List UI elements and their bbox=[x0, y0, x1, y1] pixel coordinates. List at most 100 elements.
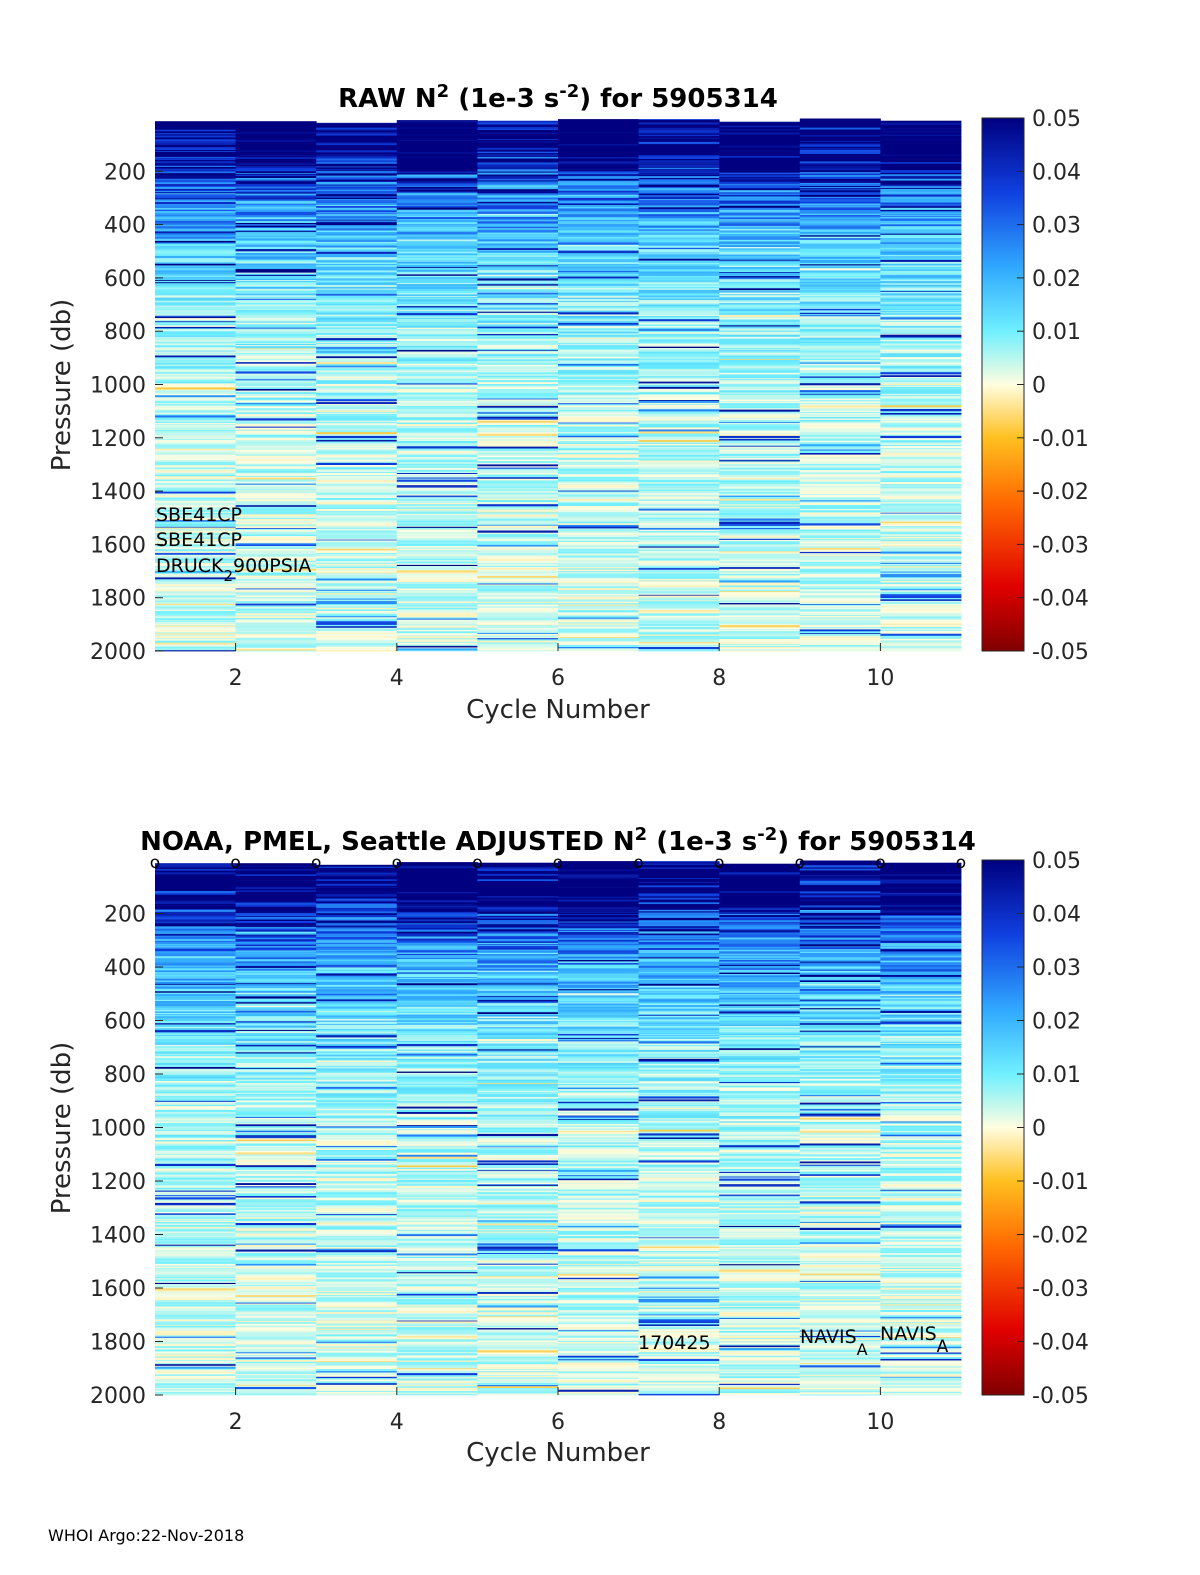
n2-cell bbox=[155, 1053, 236, 1055]
n2-cell bbox=[155, 369, 236, 371]
n2-cell bbox=[155, 640, 236, 644]
n2-cell bbox=[719, 237, 801, 241]
n2-cell bbox=[155, 1209, 236, 1213]
n2-cell bbox=[316, 572, 398, 574]
n2-cell bbox=[477, 164, 559, 167]
n2-cell bbox=[638, 503, 720, 505]
n2-cell bbox=[396, 553, 478, 555]
n2-cell bbox=[155, 216, 236, 218]
n2-cell bbox=[880, 349, 962, 352]
n2-cell bbox=[880, 136, 962, 139]
n2-cell bbox=[558, 413, 639, 415]
n2-cell bbox=[396, 963, 478, 966]
n2-cell bbox=[719, 430, 801, 434]
n2-cell bbox=[396, 869, 478, 871]
n2-cell bbox=[880, 249, 962, 252]
n2-cell bbox=[477, 498, 559, 501]
n2-cell bbox=[316, 971, 398, 974]
n2-cell bbox=[316, 1285, 398, 1288]
n2-cell bbox=[316, 1085, 398, 1087]
n2-cell bbox=[477, 233, 559, 237]
n2-cell bbox=[316, 160, 398, 163]
n2-cell bbox=[396, 188, 478, 190]
n2-cell bbox=[558, 443, 639, 446]
n2-cell bbox=[719, 297, 801, 299]
n2-cell bbox=[477, 125, 559, 127]
n2-cell bbox=[316, 1043, 398, 1047]
n2-cell bbox=[880, 484, 962, 486]
n2-cell bbox=[477, 329, 559, 333]
n2-cell bbox=[316, 1136, 398, 1139]
n2-cell bbox=[155, 1247, 236, 1249]
n2-cell bbox=[235, 210, 317, 213]
n2-cell bbox=[235, 505, 317, 508]
n2-cell bbox=[316, 138, 398, 141]
n2-cell bbox=[477, 260, 559, 263]
n2-cell bbox=[396, 1063, 478, 1066]
n2-cell bbox=[155, 988, 236, 991]
n2-cell bbox=[880, 168, 962, 170]
n2-cell bbox=[316, 1074, 398, 1078]
raw-colorbar-ticks: 0.050.040.030.020.010-0.01-0.02-0.03-0.0… bbox=[1017, 107, 1089, 665]
n2-cell bbox=[235, 399, 317, 401]
n2-cell bbox=[477, 648, 559, 651]
n2-cell bbox=[235, 901, 317, 904]
n2-cell bbox=[155, 461, 236, 464]
n2-cell bbox=[316, 1008, 398, 1012]
n2-cell bbox=[155, 231, 236, 234]
n2-cell bbox=[719, 307, 801, 310]
n2-cell bbox=[719, 317, 801, 320]
n2-cell bbox=[316, 930, 398, 933]
n2-cell bbox=[558, 466, 639, 470]
n2-cell bbox=[316, 1137, 398, 1140]
n2-cell bbox=[235, 582, 317, 585]
n2-cell bbox=[155, 400, 236, 402]
n2-cell bbox=[638, 169, 720, 173]
n2-cell bbox=[155, 526, 236, 528]
n2-cell bbox=[477, 359, 559, 361]
n2-cell bbox=[396, 600, 478, 603]
n2-cell bbox=[316, 384, 398, 387]
n2-cell bbox=[316, 352, 398, 355]
n2-cell bbox=[155, 458, 236, 461]
n2-cell bbox=[880, 120, 962, 123]
n2-cell bbox=[477, 455, 559, 458]
n2-cell bbox=[396, 868, 478, 870]
n2-cell bbox=[316, 950, 398, 952]
n2-cell bbox=[396, 526, 478, 528]
n2-cell bbox=[558, 344, 639, 346]
n2-cell bbox=[558, 328, 639, 330]
n2-cell bbox=[235, 601, 317, 604]
n2-cell bbox=[316, 1156, 398, 1159]
n2-cell bbox=[799, 334, 881, 337]
n2-cell bbox=[155, 392, 236, 394]
n2-cell bbox=[316, 1295, 398, 1297]
n2-cell bbox=[638, 226, 720, 228]
n2-cell bbox=[799, 190, 881, 193]
n2-cell bbox=[799, 314, 881, 316]
n2-cell bbox=[235, 1236, 317, 1238]
n2-cell bbox=[880, 340, 962, 342]
n2-cell bbox=[558, 349, 639, 353]
n2-cell bbox=[396, 924, 478, 927]
n2-cell bbox=[316, 1387, 398, 1391]
n2-cell bbox=[396, 202, 478, 204]
n2-cell bbox=[396, 1134, 478, 1137]
n2-cell bbox=[235, 410, 317, 413]
n2-cell bbox=[235, 417, 317, 419]
n2-cell bbox=[235, 917, 317, 919]
n2-cell bbox=[235, 261, 317, 264]
n2-cell bbox=[719, 449, 801, 452]
n2-cell bbox=[880, 464, 962, 467]
n2-cell bbox=[235, 914, 317, 917]
n2-cell bbox=[880, 612, 962, 614]
n2-cell bbox=[316, 1117, 398, 1120]
n2-cell bbox=[558, 473, 639, 475]
n2-cell bbox=[155, 508, 236, 511]
n2-cell bbox=[316, 188, 398, 191]
n2-cell bbox=[235, 1333, 317, 1336]
n2-cell bbox=[558, 375, 639, 377]
n2-cell bbox=[155, 320, 236, 322]
n2-cell bbox=[235, 1111, 317, 1114]
n2-cell bbox=[155, 368, 236, 370]
